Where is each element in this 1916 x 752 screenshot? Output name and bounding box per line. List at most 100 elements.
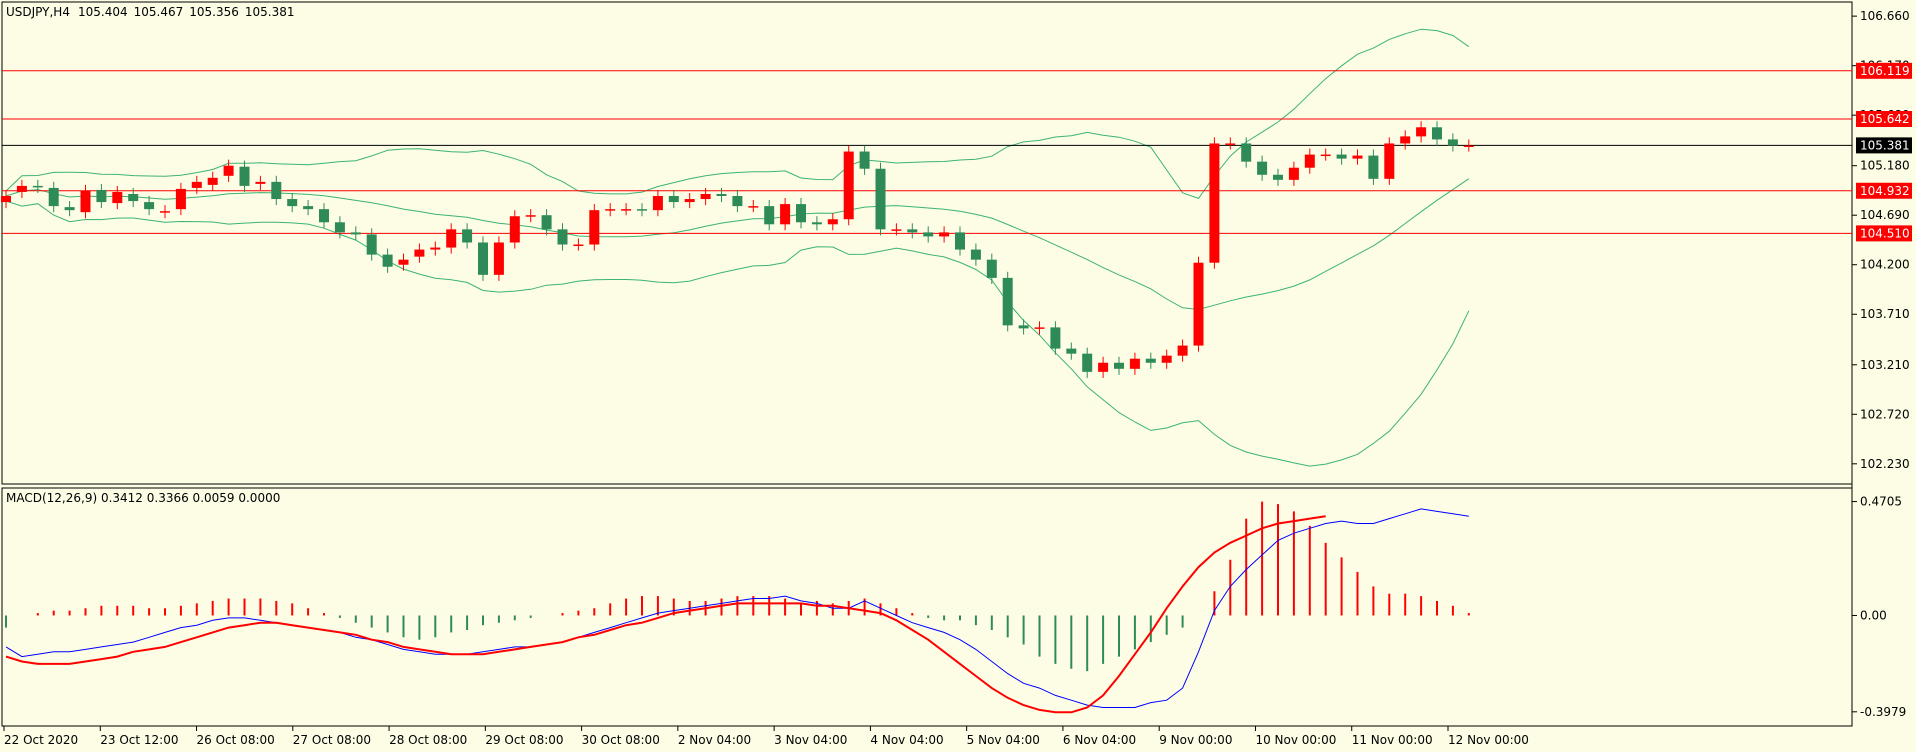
- time-label: 3 Nov 04:00: [774, 733, 847, 747]
- level-tag-label: 104.932: [1860, 184, 1910, 198]
- candle-body: [939, 232, 950, 237]
- symbol-label: USDJPY,H4 105.404 105.467 105.356 105.381: [6, 5, 294, 19]
- candle-body: [207, 177, 218, 185]
- time-label: 28 Oct 08:00: [389, 733, 467, 747]
- candle-body: [859, 151, 870, 169]
- candle-body: [525, 215, 536, 217]
- level-tag: [1856, 225, 1912, 242]
- price-tick-label: 106.660: [1860, 9, 1910, 23]
- candle-body: [1447, 139, 1458, 146]
- candle-body: [811, 222, 822, 225]
- candle-body: [1225, 143, 1236, 145]
- time-label: 6 Nov 04:00: [1063, 733, 1136, 747]
- candle-body: [1432, 127, 1442, 140]
- candle-body: [255, 181, 266, 184]
- price-tick-label: 105.180: [1860, 159, 1910, 173]
- signal-line: [5, 515, 1326, 714]
- candle-body: [382, 254, 393, 267]
- macd-tick-label: 0.00: [1860, 608, 1887, 622]
- candle-body: [1193, 262, 1204, 346]
- candle-body: [891, 229, 902, 231]
- time-label: 30 Oct 08:00: [582, 733, 660, 747]
- bollinger-middle: [5, 178, 1470, 311]
- candle-body: [1145, 358, 1156, 363]
- bollinger-lower: [5, 200, 1470, 467]
- candle-body: [875, 168, 886, 230]
- candle-body: [573, 244, 584, 247]
- candle-body: [796, 204, 806, 223]
- candle-body: [350, 232, 361, 235]
- horizontal-levels[interactable]: [2, 70, 1852, 234]
- candle-body: [1209, 143, 1220, 263]
- candle-body: [96, 189, 107, 203]
- candle-body: [716, 193, 727, 197]
- candle-body: [652, 196, 663, 211]
- candle-body: [32, 185, 43, 188]
- level-tag: [1856, 182, 1912, 199]
- macd-pane: [1, 487, 1853, 727]
- price-tick-label: 104.690: [1860, 208, 1910, 222]
- candle-body: [239, 166, 250, 186]
- level-tag-label: 104.510: [1860, 226, 1910, 240]
- candle-body: [303, 206, 314, 210]
- candle-body: [1463, 145, 1474, 147]
- candle-body: [1177, 345, 1188, 356]
- bollinger-upper: [5, 28, 1470, 199]
- macd-lines: [5, 508, 1469, 714]
- price-tick-label: 104.200: [1860, 258, 1910, 272]
- candles: [1, 121, 1474, 378]
- price-tick-label: 102.720: [1860, 407, 1910, 421]
- time-label: 27 Oct 08:00: [293, 733, 371, 747]
- candle-body: [1288, 167, 1299, 180]
- candle-body: [319, 209, 329, 223]
- candle-body: [64, 207, 75, 211]
- candle-body: [1400, 136, 1411, 144]
- time-label: 22 Oct 2020: [4, 733, 78, 747]
- candle-body: [1066, 348, 1077, 354]
- price-pane: [1, 1, 1853, 485]
- candle-body: [1, 196, 11, 203]
- candle-body: [1034, 327, 1045, 329]
- candle-body: [1320, 154, 1331, 157]
- candle-body: [334, 222, 345, 233]
- candle-body: [748, 206, 759, 208]
- price-tick-label: 103.210: [1860, 358, 1910, 372]
- candle-body: [48, 187, 59, 207]
- candle-body: [605, 209, 616, 211]
- candle-body: [1352, 155, 1363, 159]
- candle-body: [478, 242, 488, 275]
- macd-axis-ticks: 0.4705 0.00 -0.3979: [1852, 495, 1906, 719]
- macd-tick-label: -0.3979: [1860, 705, 1906, 719]
- time-label: 26 Oct 08:00: [197, 733, 275, 747]
- candle-body: [923, 232, 934, 237]
- candle-body: [160, 211, 170, 213]
- candle-body: [1129, 358, 1140, 369]
- candle-body: [780, 204, 791, 225]
- level-tag-label: 106.119: [1860, 64, 1910, 78]
- price-tick-label: 103.710: [1860, 307, 1910, 321]
- candle-body: [1114, 362, 1124, 369]
- candle-body: [493, 242, 504, 275]
- candle-body: [80, 190, 91, 213]
- candle-body: [907, 229, 918, 233]
- time-label: 5 Nov 04:00: [967, 733, 1040, 747]
- candle-body: [955, 232, 965, 250]
- time-axis-labels: 22 Oct 2020 23 Oct 12:00 26 Oct 08:00 27 Oc…: [3, 726, 1529, 747]
- level-tag-label: 105.381: [1860, 138, 1910, 152]
- time-label: 9 Nov 00:00: [1159, 733, 1232, 747]
- candle-body: [1082, 353, 1093, 372]
- candle-body: [1384, 143, 1395, 179]
- candle-body: [462, 229, 473, 243]
- time-label: 11 Nov 00:00: [1352, 733, 1433, 747]
- level-tag: [1856, 137, 1912, 154]
- candle-body: [1050, 327, 1061, 349]
- macd-label: MACD(12,26,9) 0.3412 0.3366 0.0059 0.000…: [6, 491, 280, 505]
- candle-body: [414, 249, 425, 257]
- candle-body: [668, 196, 679, 203]
- candle-body: [637, 209, 647, 211]
- candle-body: [1368, 155, 1379, 179]
- candle-body: [1273, 174, 1283, 180]
- macd-histogram: [5, 501, 1470, 672]
